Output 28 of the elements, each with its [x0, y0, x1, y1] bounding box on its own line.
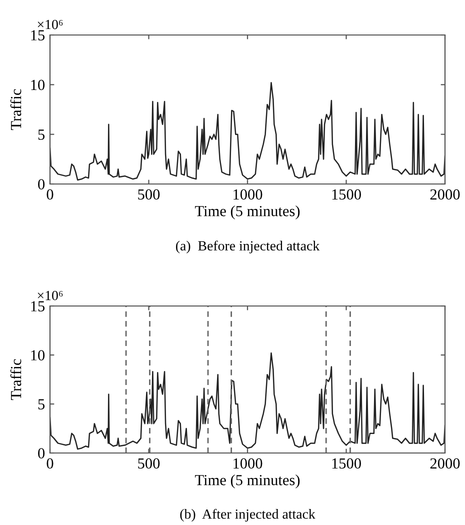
- text: ×10⁶: [38, 290, 63, 300]
- x-tick-label: 2000: [430, 458, 460, 469]
- line-series: [50, 352, 445, 450]
- text: ×10⁶: [38, 20, 63, 30]
- y-tick-label: 5: [38, 399, 45, 410]
- y-tick-label: 15: [31, 30, 45, 40]
- text: (a) Before injected attack: [176, 240, 320, 254]
- x-tick-label: 1000: [234, 458, 262, 469]
- x-tick-label: 2000: [430, 189, 460, 200]
- x-axis-title: Time (5 minutes): [195, 205, 300, 220]
- y-tick-label: 10: [31, 80, 45, 90]
- x-tick-label: 1500: [332, 458, 361, 469]
- y-tick-label: 10: [31, 350, 45, 360]
- y-tick-label: 0: [38, 179, 45, 190]
- y-tick-label: 5: [38, 130, 45, 140]
- line-series: [50, 82, 445, 181]
- y-tick-label: 15: [31, 301, 45, 312]
- y-axis-title: Traffic: [10, 359, 22, 400]
- text: (b) After injected attack: [180, 508, 316, 522]
- x-tick-label: 1000: [234, 189, 262, 200]
- x-tick-label: 0: [46, 189, 54, 200]
- y-tick-label: 0: [38, 448, 45, 458]
- y-axis-title: Traffic: [10, 89, 22, 130]
- x-tick-label: 500: [138, 189, 160, 200]
- x-tick-label: 0: [46, 458, 54, 469]
- x-tick-label: 500: [138, 458, 160, 469]
- x-tick-label: 1500: [332, 189, 361, 200]
- x-axis-title: Time (5 minutes): [195, 474, 300, 488]
